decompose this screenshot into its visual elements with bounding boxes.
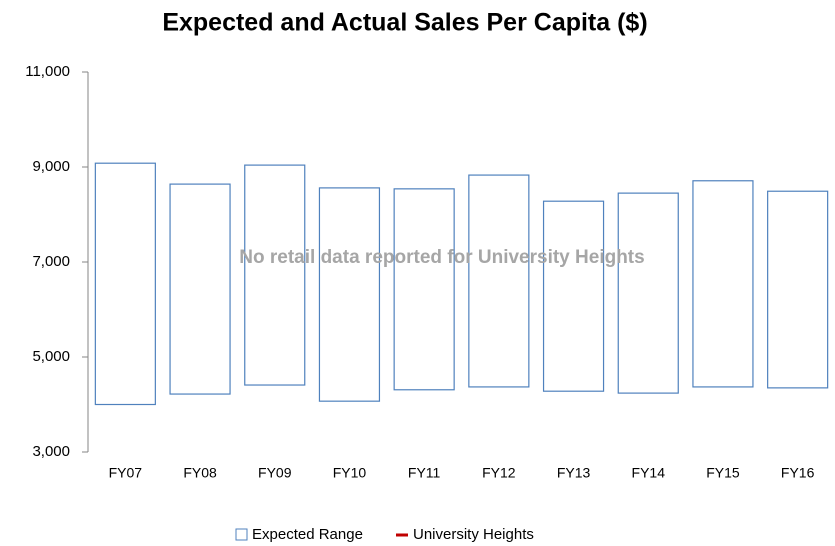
x-tick-label: FY15 (706, 465, 740, 481)
range-bar (617, 192, 679, 394)
x-tick-label: FY10 (333, 465, 367, 481)
y-tick-label: 5,000 (32, 348, 70, 365)
y-tick-label: 7,000 (32, 253, 70, 270)
legend-label: University Heights (413, 526, 534, 543)
range-bar (318, 187, 381, 402)
range-bar (169, 183, 231, 395)
x-tick-label: FY11 (408, 465, 441, 481)
x-tick-label: FY14 (632, 465, 666, 481)
x-tick-label: FY12 (482, 465, 516, 481)
annotation: No retail data reported for University H… (239, 247, 644, 268)
x-tick-label: FY13 (557, 465, 591, 481)
range-bar (542, 200, 605, 392)
x-tick-label: FY09 (258, 465, 292, 481)
y-tick-label: 11,000 (25, 63, 70, 80)
range-bar (692, 180, 754, 388)
y-tick-label: 3,000 (32, 443, 70, 460)
legend-label: Expected Range (252, 526, 363, 543)
range-bar (244, 164, 306, 386)
x-tick-label: FY08 (183, 465, 217, 481)
y-tick-label: 9,000 (32, 158, 70, 175)
range-bar (94, 162, 156, 406)
chart-title: Expected and Actual Sales Per Capita ($) (162, 9, 647, 37)
range-bar (767, 190, 829, 389)
legend-swatch (235, 528, 248, 541)
range-bar (393, 188, 455, 391)
x-tick-label: FY16 (781, 465, 815, 481)
range-bar (468, 174, 530, 388)
x-tick-label: FY07 (109, 465, 143, 481)
